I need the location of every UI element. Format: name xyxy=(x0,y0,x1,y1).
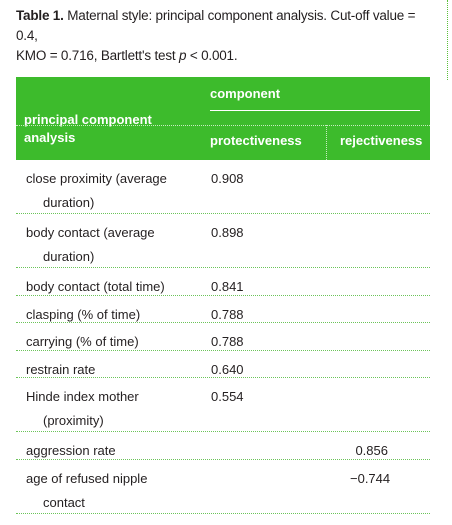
caption-text-c: < 0.001. xyxy=(186,48,238,63)
component-heading: component xyxy=(210,86,281,101)
protectiveness-value: 0.908 xyxy=(211,171,244,186)
row-label-line1: age of refused nipple xyxy=(26,470,148,486)
row-label: clasping (% of time) xyxy=(26,303,186,327)
protectiveness-heading: protectiveness xyxy=(210,133,302,148)
row-label: Hinde index mother (proximity) xyxy=(26,385,186,433)
row-label-line2: (proximity) xyxy=(43,413,104,428)
table-row: restrain rate 0.640 xyxy=(16,351,430,382)
protectiveness-value: 0.841 xyxy=(211,279,244,294)
header-column-divider xyxy=(326,125,327,160)
protectiveness-value: 0.788 xyxy=(211,334,244,349)
row-label: age of refused nipple contact xyxy=(26,467,186,515)
rejectiveness-heading: rejectiveness xyxy=(340,133,423,148)
table-caption: Table 1. Maternal style: principal compo… xyxy=(16,6,436,66)
row-label-line1: clasping (% of time) xyxy=(26,306,141,322)
row-label-line1: body contact (total time) xyxy=(26,279,165,294)
caption-text-b: KMO = 0.716, Bartlett's test xyxy=(16,48,179,63)
rejectiveness-value: −0.744 xyxy=(350,470,391,486)
protectiveness-value: 0.554 xyxy=(211,389,244,404)
rejectiveness-value: 0.856 xyxy=(355,443,388,458)
table-row: body contact (average duration) 0.898 xyxy=(16,214,430,268)
page-edge-rule xyxy=(447,0,448,80)
pca-heading-line1: principal component xyxy=(24,112,152,127)
table-row: Hinde index mother (proximity) 0.554 xyxy=(16,378,430,432)
row-label-line1: body contact (average xyxy=(26,225,155,240)
row-label: aggression rate xyxy=(26,439,186,463)
protectiveness-value: 0.788 xyxy=(211,306,244,322)
table-label: Table 1. xyxy=(16,8,64,23)
pca-heading: principal component analysis xyxy=(24,111,194,147)
table-row: aggression rate 0.856 xyxy=(16,432,430,460)
row-label-line1: restrain rate xyxy=(26,361,96,377)
table-header: component principal component analysis p… xyxy=(16,77,430,160)
row-label-line2: contact xyxy=(43,494,85,510)
row-label: restrain rate xyxy=(26,358,186,382)
row-label: body contact (total time) xyxy=(26,275,186,299)
row-label: carrying (% of time) xyxy=(26,330,186,354)
row-label-line1: carrying (% of time) xyxy=(26,334,139,349)
row-label: close proximity (average duration) xyxy=(26,167,186,215)
row-label-line1: close proximity (average xyxy=(26,171,167,186)
table-row: close proximity (average duration) 0.908 xyxy=(16,160,430,214)
table-row: carrying (% of time) 0.788 xyxy=(16,323,430,351)
row-label-line2: duration) xyxy=(43,249,95,264)
row-label-line1: Hinde index mother xyxy=(26,389,139,404)
table-body: close proximity (average duration) 0.908 bo… xyxy=(16,160,430,514)
row-label-line1: aggression rate xyxy=(26,443,116,458)
protectiveness-value: 0.640 xyxy=(211,361,244,377)
row-label: body contact (average duration) xyxy=(26,221,186,269)
protectiveness-value: 0.898 xyxy=(211,225,244,240)
caption-text-a: Maternal style: principal component anal… xyxy=(16,8,416,43)
table-row: body contact (total time) 0.841 xyxy=(16,268,430,296)
component-underline xyxy=(210,110,420,111)
caption-p: p xyxy=(178,48,187,63)
row-label-line2: duration) xyxy=(43,195,95,210)
table-row: clasping (% of time) 0.788 xyxy=(16,296,430,327)
pca-heading-line2: analysis xyxy=(24,130,76,145)
table-row: age of refused nipple contact −0.744 xyxy=(16,460,430,514)
header-divider xyxy=(16,125,430,126)
